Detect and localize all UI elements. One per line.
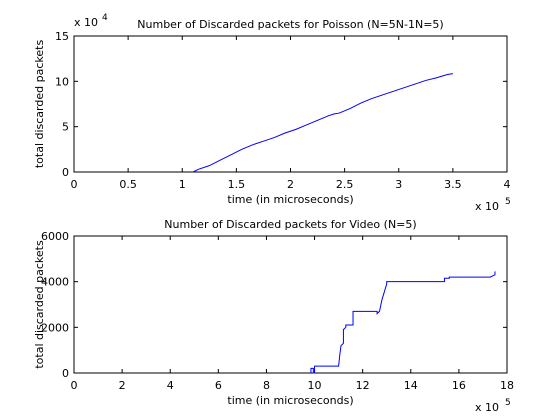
x-tick-label: 3	[395, 178, 402, 191]
x-tick-label: 0	[71, 379, 78, 392]
y-tick-label: 15	[55, 30, 69, 43]
x-multiplier-label: x 10	[475, 401, 499, 414]
x-tick-label: 0	[71, 178, 78, 191]
y-tick-label: 4000	[41, 276, 69, 289]
x-tick-label: 0.5	[119, 178, 137, 191]
x-tick-label: 4	[167, 379, 174, 392]
x-tick-label: 1	[179, 178, 186, 191]
x-tick-label: 14	[404, 379, 418, 392]
y-tick-label: 6000	[41, 230, 69, 243]
x-tick-label: 2	[287, 178, 294, 191]
y-tick-label: 2000	[41, 321, 69, 334]
x-tick-label: 12	[356, 379, 370, 392]
y-tick-label: 5	[62, 121, 69, 134]
x-multiplier-label: x 10	[475, 200, 499, 213]
series-line	[310, 271, 496, 374]
x-tick-label: 18	[500, 379, 514, 392]
y-axis-label: total discarded packets	[33, 40, 46, 169]
x-multiplier-exponent: 5	[505, 197, 511, 207]
x-tick-label: 2.5	[336, 178, 354, 191]
x-axis-label: time (in microseconds)	[227, 394, 353, 407]
x-tick-label: 10	[308, 379, 322, 392]
axes-box	[73, 235, 508, 374]
y-multiplier-label: x 10	[74, 16, 98, 29]
chart-title: Number of Discarded packets for Video (N…	[164, 218, 416, 231]
chart-title: Number of Discarded packets for Poisson …	[137, 18, 443, 31]
x-tick-label: 3.5	[444, 178, 462, 191]
axes-box	[73, 35, 508, 173]
chart-video: 0 2 4 6 8 10 12 14 16 18 0 2000 4000 6000 Number of Di…	[33, 218, 514, 414]
y-multiplier-exponent: 4	[102, 13, 108, 23]
x-tick-label: 6	[215, 379, 222, 392]
x-multiplier-exponent: 5	[505, 398, 511, 408]
x-axis-label: time (in microseconds)	[227, 193, 353, 206]
x-tick-label: 4	[504, 178, 511, 191]
x-tick-label: 16	[452, 379, 466, 392]
y-axis-label: total discarded packets	[33, 240, 46, 369]
x-tick-label: 1.5	[228, 178, 246, 191]
x-tick-label: 8	[263, 379, 270, 392]
chart-poisson: 0 0.5 1 1.5 2 2.5 3 3.5 4 0 5 10 15 Number of Discard…	[33, 13, 511, 213]
x-tick-label: 2	[119, 379, 126, 392]
y-tick-label: 0	[62, 367, 69, 380]
y-tick-label: 0	[62, 166, 69, 179]
y-tick-label: 10	[55, 75, 69, 88]
series-line	[192, 73, 453, 173]
